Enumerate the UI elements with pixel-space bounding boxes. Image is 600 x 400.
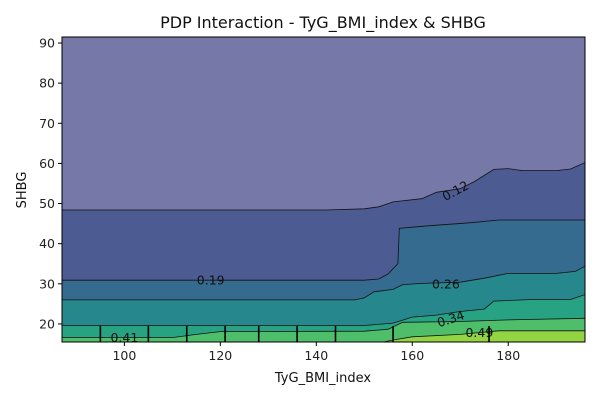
contour-fills: 0.120.19 0.260.340.41 0.49 [62, 37, 585, 345]
y-tick-label: 50 [39, 196, 55, 211]
contour-line-0.41 [62, 317, 585, 338]
contour-label: 0.26 [432, 276, 460, 291]
contour-label: 0.41 [110, 330, 138, 345]
x-axis: 100 120 140 160 180 [112, 342, 520, 363]
y-axis: 20 30 40 50 60 70 80 90 [39, 36, 62, 331]
y-tick-label: 60 [39, 156, 55, 171]
chart-title: PDP Interaction - TyG_BMI_index & SHBG [160, 13, 486, 33]
contour-line-0.19 [62, 219, 585, 281]
y-tick-label: 40 [39, 236, 55, 251]
contour-line-0.12 [62, 162, 585, 211]
contour-line-0.26 [62, 265, 585, 301]
contour-label-group: 0.26 [432, 276, 460, 291]
contour-label-group: 0.19 [197, 273, 225, 288]
y-axis-label: SHBG [15, 172, 30, 209]
y-tick-label: 70 [39, 116, 55, 131]
x-tick-label: 160 [400, 348, 424, 363]
x-tick-label: 180 [496, 348, 520, 363]
y-tick-label: 30 [39, 276, 55, 291]
y-tick-label: 80 [39, 76, 55, 91]
x-axis-label: TyG_BMI_index [274, 371, 372, 386]
contour-line-0.34 [62, 294, 585, 326]
plot-frame [61, 36, 586, 343]
contour-band-6 [383, 330, 585, 342]
x-tick-label: 120 [208, 348, 232, 363]
x-tick-label: 140 [304, 348, 328, 363]
contour-label-group: 0.49 [465, 325, 493, 340]
y-tick-label: 20 [39, 316, 55, 331]
contour-label: 0.19 [197, 273, 225, 288]
x-tick-label: 100 [112, 348, 136, 363]
y-tick-label: 90 [39, 36, 55, 51]
contour-label-group: 0.41 [110, 330, 138, 345]
contour-label: 0.49 [465, 325, 493, 340]
plot-area: 0.120.19 0.260.340.41 0.49 [61, 36, 586, 345]
